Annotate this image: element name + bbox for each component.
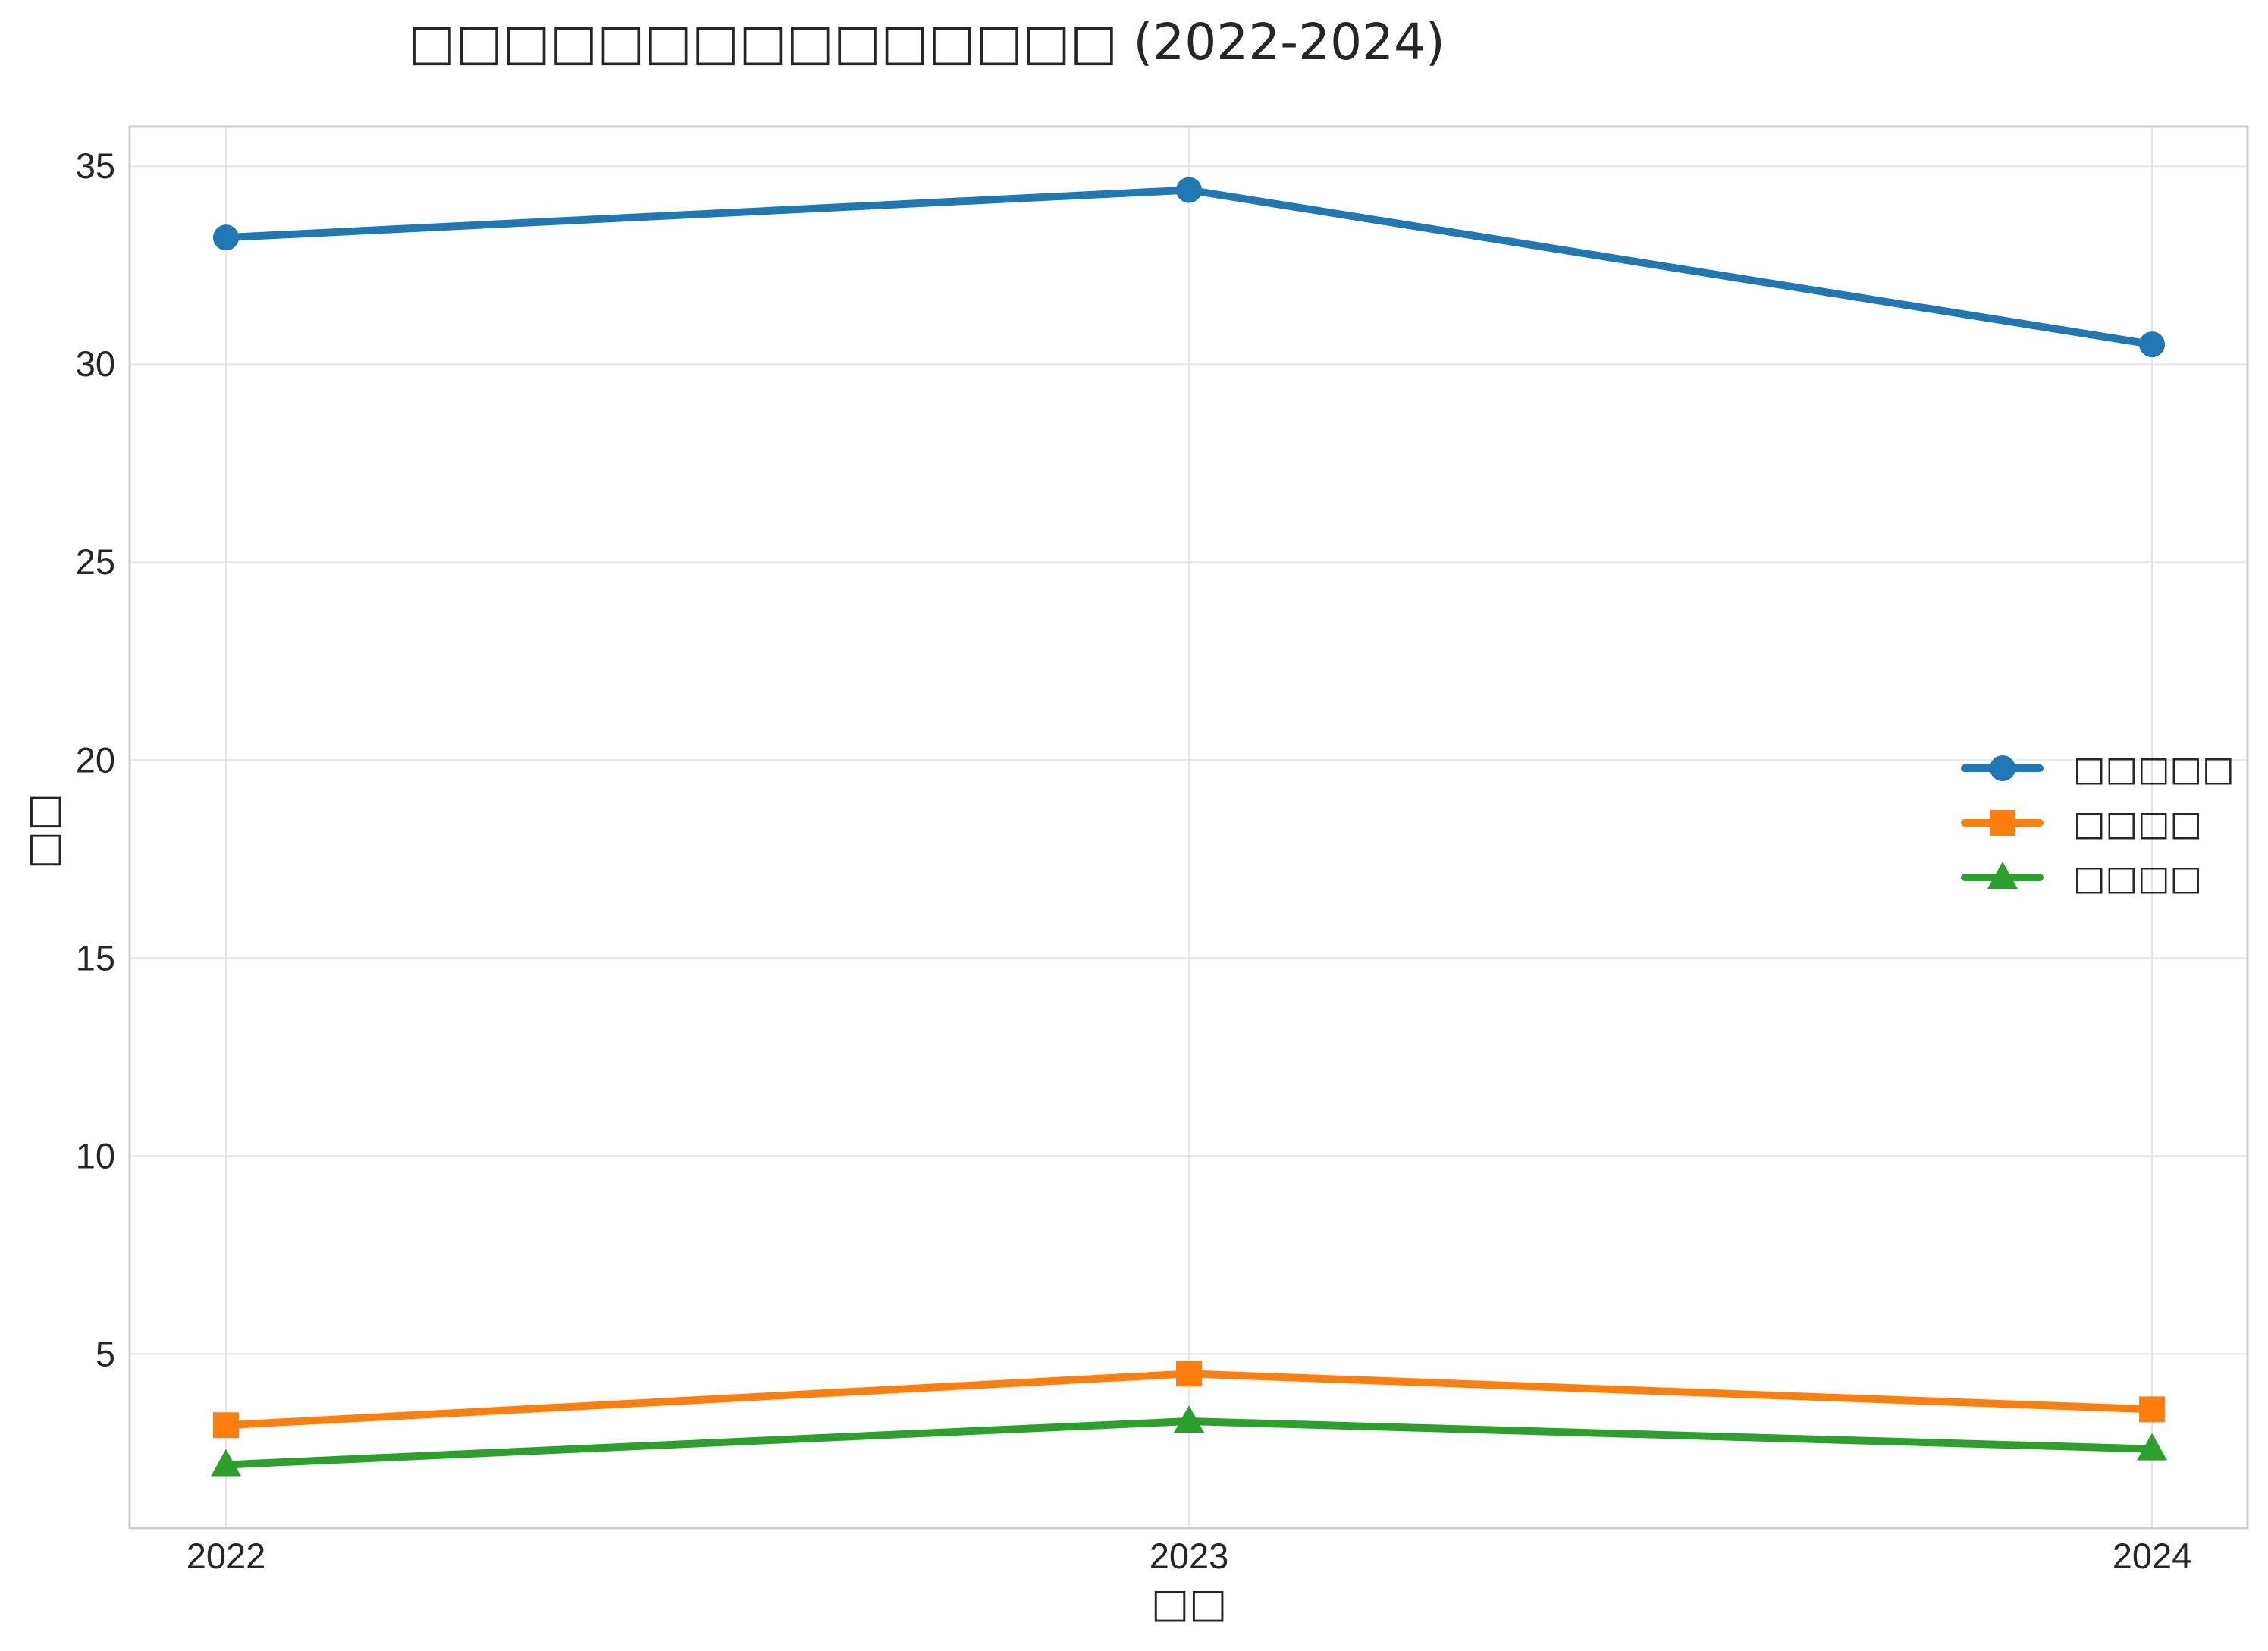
legend-item: □□□□ — [1961, 858, 2202, 898]
x-axis-ticks: 2022 2023 2024 — [187, 1536, 2192, 1576]
series-2 — [213, 1361, 2165, 1439]
chart-title: □□□□□□□□□□□□□□□ (2022-2024) — [408, 13, 1445, 71]
y-tick-label: 35 — [76, 146, 115, 186]
series-1 — [213, 177, 2165, 358]
y-tick-label: 5 — [96, 1333, 115, 1373]
data-point — [2137, 1433, 2167, 1461]
legend-item: □□□□□ — [1961, 749, 2235, 789]
x-tick-label: 2022 — [187, 1536, 266, 1576]
legend-label: □□□□□ — [2073, 749, 2235, 789]
data-point — [211, 1449, 241, 1477]
legend-label: □□□□ — [2073, 803, 2202, 843]
x-axis-label: □□ — [1151, 1580, 1227, 1627]
y-tick-label: 30 — [76, 344, 115, 384]
legend-label: □□□□ — [2073, 858, 2202, 898]
legend-item: □□□□ — [1961, 803, 2202, 843]
legend-marker — [1987, 862, 2018, 889]
legend: □□□□□□□□□□□□□ — [1961, 749, 2235, 898]
plot-area — [128, 125, 2249, 1530]
legend-marker — [1990, 755, 2015, 781]
legend-marker — [1990, 810, 2015, 836]
data-point — [2139, 1396, 2165, 1423]
x-tick-label: 2024 — [2113, 1536, 2192, 1576]
y-tick-label: 20 — [76, 739, 115, 780]
data-point — [213, 224, 239, 251]
y-tick-label: 25 — [76, 541, 115, 582]
data-point — [1176, 177, 1202, 203]
data-point — [1176, 1361, 1202, 1387]
series-layer — [211, 177, 2167, 1477]
y-tick-label: 15 — [76, 937, 115, 978]
x-tick-label: 2023 — [1150, 1536, 1229, 1576]
y-tick-label: 10 — [76, 1135, 115, 1175]
data-point — [2139, 331, 2165, 358]
grid-lines — [130, 127, 2248, 1528]
data-point — [1174, 1405, 1204, 1433]
y-axis-ticks: 5 10 15 20 25 30 35 — [76, 146, 115, 1373]
y-axis-label: □□ — [20, 793, 66, 869]
data-point — [213, 1412, 239, 1439]
series-3 — [211, 1405, 2167, 1477]
